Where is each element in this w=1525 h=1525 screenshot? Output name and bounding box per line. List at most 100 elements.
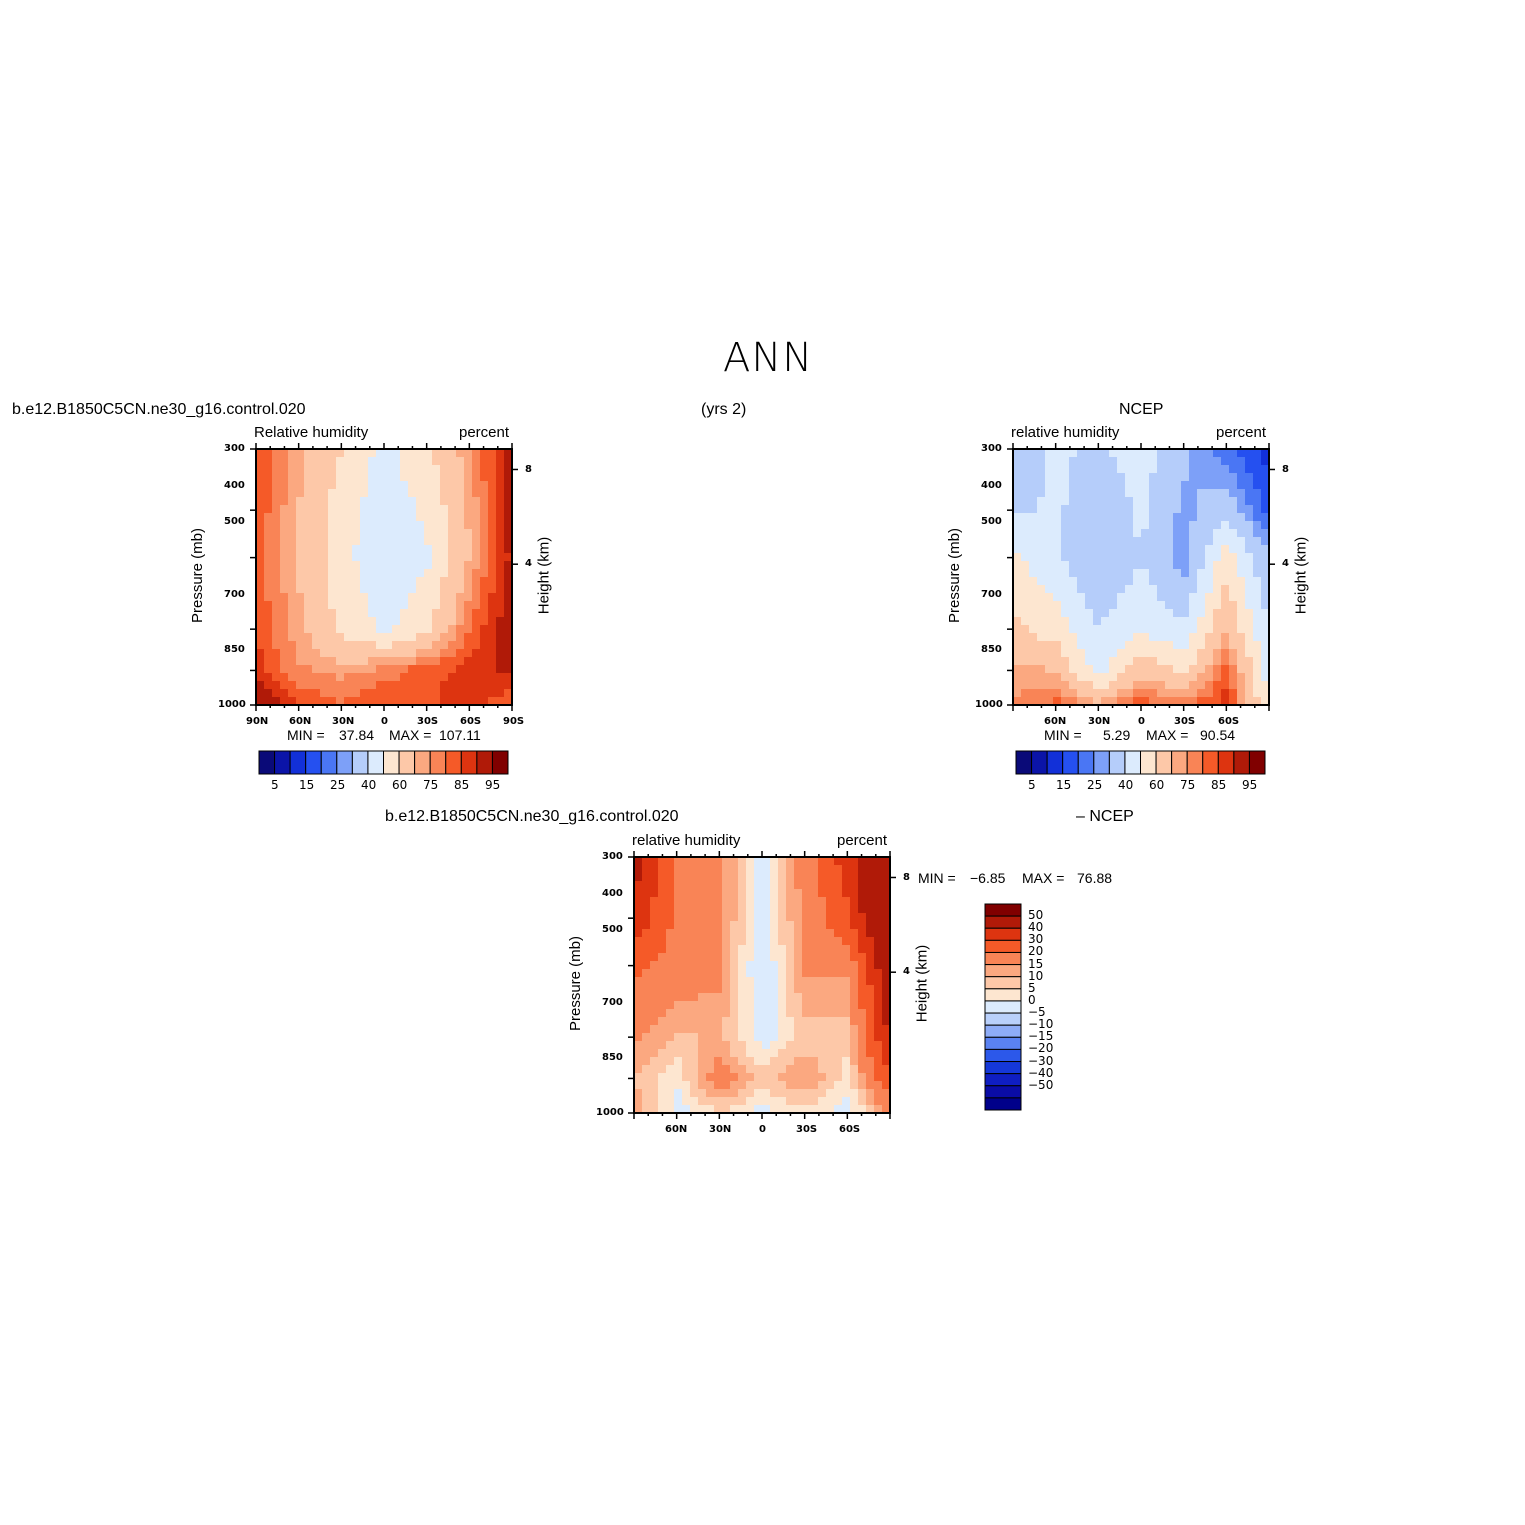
panel-diff-cell bbox=[770, 1049, 779, 1058]
panel-model-cell bbox=[328, 665, 337, 674]
panel-obs-cell bbox=[1117, 537, 1126, 546]
panel-obs-cell bbox=[1141, 657, 1150, 666]
panel-diff-cell bbox=[842, 1025, 851, 1034]
panel-model-cell bbox=[352, 601, 361, 610]
panel-diff-cell bbox=[770, 1033, 779, 1042]
panel-diff-cell bbox=[730, 881, 739, 890]
panel-diff-cell bbox=[714, 905, 723, 914]
panel-model-cell bbox=[376, 465, 385, 474]
panel-model-cell bbox=[440, 681, 449, 690]
panel-diff-cell bbox=[666, 865, 675, 874]
panel-model-cell bbox=[376, 697, 385, 706]
panel-diff-cell bbox=[778, 1025, 787, 1034]
panel-diff-cell bbox=[866, 1081, 875, 1090]
panel-model-cell bbox=[424, 585, 433, 594]
panel-diff-cell bbox=[690, 865, 699, 874]
panel-model-cell bbox=[328, 593, 337, 602]
panel-obs-cell bbox=[1197, 601, 1206, 610]
panel-model-cell bbox=[328, 481, 337, 490]
panel-diff-cell bbox=[746, 993, 755, 1002]
panel-model-cell bbox=[328, 489, 337, 498]
panel-model-cell bbox=[432, 665, 441, 674]
panel-diff-cell bbox=[874, 1033, 883, 1042]
panel-obs-cell bbox=[1261, 545, 1270, 554]
panel-model-colorbar-box bbox=[351, 750, 369, 775]
panel-model-cell bbox=[496, 465, 505, 474]
panel-obs-cell bbox=[1101, 537, 1110, 546]
panel-model-cell bbox=[360, 641, 369, 650]
panel-obs-cell bbox=[1085, 681, 1094, 690]
panel-diff-cell bbox=[666, 945, 675, 954]
panel-model-cell bbox=[320, 553, 329, 562]
panel-obs-max-label: MAX = bbox=[1146, 727, 1189, 743]
panel-diff-cell bbox=[786, 993, 795, 1002]
panel-diff-cell bbox=[650, 1017, 659, 1026]
panel-diff-cell bbox=[666, 913, 675, 922]
panel-obs-cell bbox=[1125, 449, 1134, 458]
panel-diff-cell bbox=[730, 1105, 739, 1114]
panel-diff-cell bbox=[706, 1049, 715, 1058]
panel-model-cell bbox=[488, 625, 497, 634]
panel-diff-cell bbox=[778, 1081, 787, 1090]
panel-obs-cell bbox=[1045, 641, 1054, 650]
panel-diff-cell bbox=[826, 929, 835, 938]
panel-diff-cell bbox=[706, 881, 715, 890]
panel-obs-cell bbox=[1197, 641, 1206, 650]
panel-obs-cell bbox=[1069, 553, 1078, 562]
panel-model-cell bbox=[336, 449, 345, 458]
panel-diff-cell bbox=[730, 953, 739, 962]
panel-model-colorbar-tick: 40 bbox=[361, 778, 377, 792]
panel-diff-cell bbox=[666, 1057, 675, 1066]
panel-model-cell bbox=[456, 585, 465, 594]
panel-obs-cell bbox=[1261, 625, 1270, 634]
panel-diff-cell bbox=[858, 977, 867, 986]
panel-obs-cell bbox=[1253, 457, 1262, 466]
panel-model-cell bbox=[344, 537, 353, 546]
panel-diff-cell bbox=[658, 873, 667, 882]
panel-obs-cell bbox=[1133, 689, 1142, 698]
panel-obs-cell bbox=[1117, 505, 1126, 514]
panel-obs-cell bbox=[1141, 665, 1150, 674]
panel-diff-cell bbox=[642, 881, 651, 890]
panel-obs-cell bbox=[1069, 465, 1078, 474]
panel-obs-colorbar-box bbox=[1202, 750, 1219, 775]
panel-diff-cell bbox=[866, 985, 875, 994]
panel-model-cell bbox=[360, 489, 369, 498]
panel-obs-cell bbox=[1021, 465, 1030, 474]
panel-diff-cell bbox=[842, 897, 851, 906]
panel-diff-colorbar-tick: −5 bbox=[1028, 1005, 1046, 1020]
panel-obs-cell bbox=[1141, 569, 1150, 578]
panel-obs-cell bbox=[1197, 681, 1206, 690]
panel-diff-cell bbox=[658, 1041, 667, 1050]
panel-diff-cell bbox=[826, 881, 835, 890]
panel-model-cell bbox=[480, 513, 489, 522]
panel-obs-cell bbox=[1037, 513, 1046, 522]
panel-obs-cell bbox=[1253, 561, 1262, 570]
panel-obs-colorbar-box bbox=[1077, 750, 1095, 775]
panel-model-cell bbox=[344, 585, 353, 594]
panel-diff-cell bbox=[850, 929, 859, 938]
panel-diff-cell bbox=[770, 857, 779, 866]
panel-diff-cell bbox=[794, 897, 803, 906]
panel-model-cell bbox=[280, 641, 289, 650]
panel-diff-cell bbox=[682, 1073, 691, 1082]
panel-obs-cell bbox=[1021, 449, 1030, 458]
panel-diff-cell bbox=[674, 1073, 683, 1082]
panel-obs-cell bbox=[1021, 593, 1030, 602]
panel-model-cell bbox=[288, 681, 297, 690]
panel-model-cell bbox=[264, 537, 273, 546]
panel-obs-cell bbox=[1205, 505, 1214, 514]
panel-model-cell bbox=[440, 657, 449, 666]
panel-obs-cell bbox=[1141, 633, 1150, 642]
panel-diff-cell bbox=[642, 889, 651, 898]
panel-obs-cell bbox=[1021, 689, 1030, 698]
panel-obs-cell bbox=[1045, 529, 1054, 538]
panel-model-cell bbox=[432, 641, 441, 650]
panel-obs-cell bbox=[1109, 649, 1118, 658]
panel-obs-cell bbox=[1213, 641, 1222, 650]
panel-model-cell bbox=[352, 473, 361, 482]
panel-model-xtick: 60S bbox=[460, 716, 482, 727]
panel-model-cell bbox=[504, 657, 513, 666]
panel-model-cell bbox=[472, 473, 481, 482]
panel-model-cell bbox=[352, 697, 361, 706]
